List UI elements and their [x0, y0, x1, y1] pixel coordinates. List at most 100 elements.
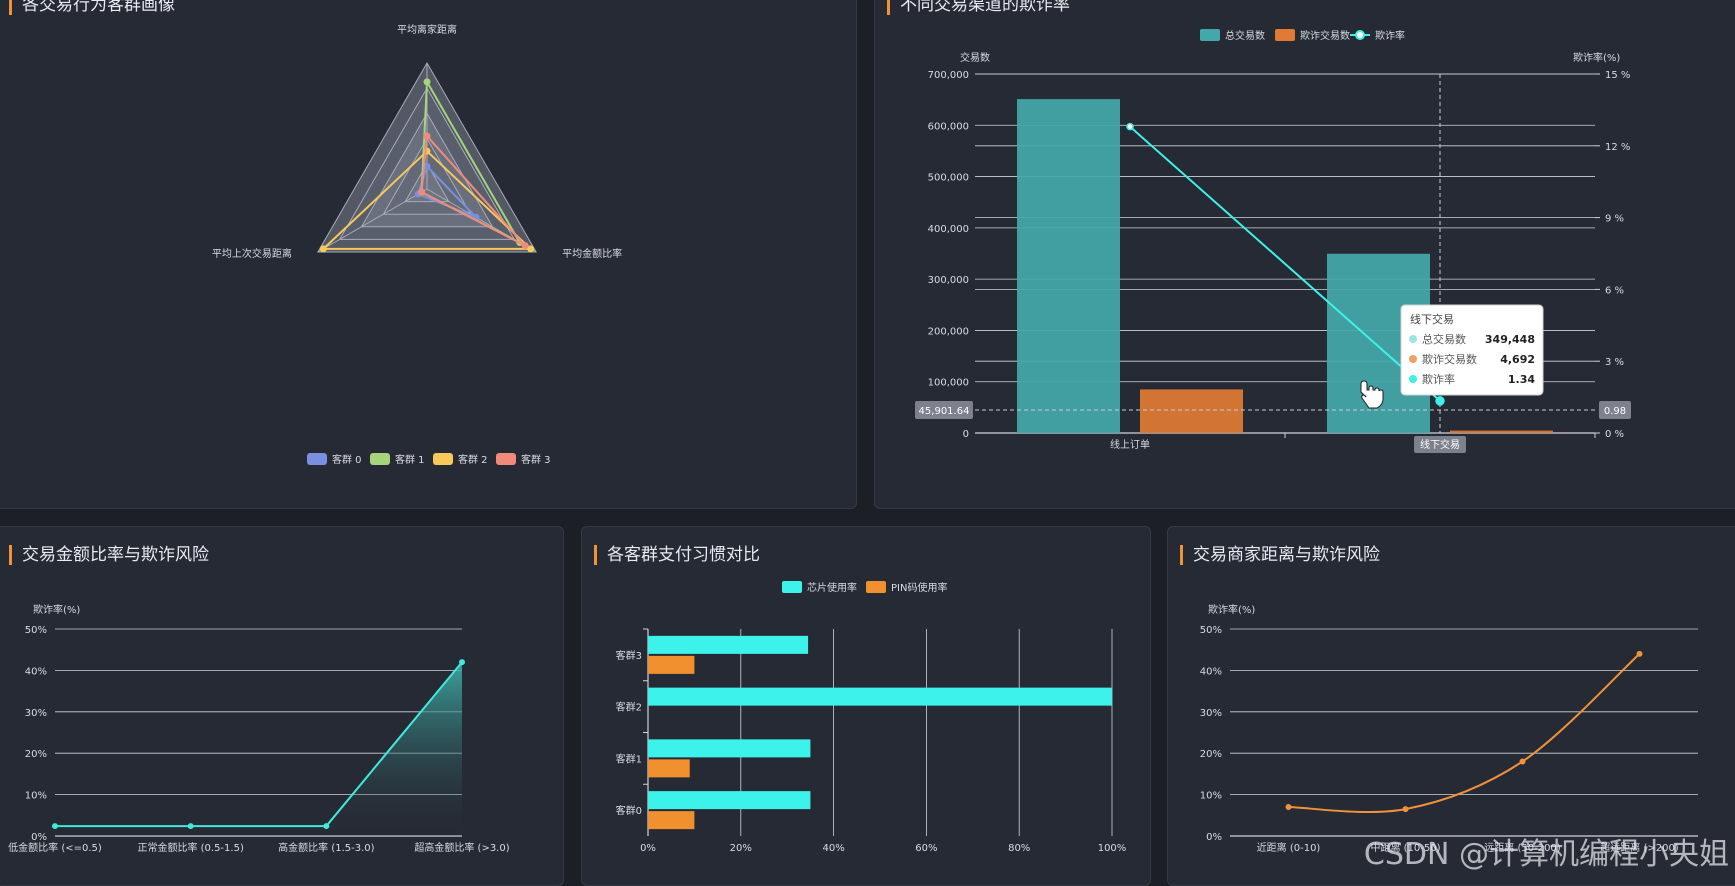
series-point: [1636, 650, 1643, 657]
tooltip-marker: [1409, 375, 1417, 383]
x-tick-label: 线下交易: [1420, 438, 1460, 451]
y-right-tick-label: 6 %: [1605, 285, 1624, 296]
y-left-tick-label: 700,000: [928, 70, 969, 81]
tooltip-marker: [1409, 355, 1417, 363]
radar-axis: [317, 188, 428, 253]
axis-pointer-left-value: 45,901.64: [919, 406, 970, 417]
y-tick-label: 50%: [25, 625, 47, 636]
tooltip-marker: [1409, 335, 1417, 343]
bar: [648, 655, 695, 674]
fraud-rate-point: [1435, 396, 1445, 406]
radar-series-line: [420, 133, 526, 247]
bar: [648, 759, 690, 778]
legend-swatch: [1200, 29, 1220, 41]
distance-chart: 欺诈率(%) 0% 10% 20% 30% 40% 50% 近距离 (0-10) 中距离 (10…: [1200, 603, 1698, 854]
legend-label: 客群 2: [458, 453, 488, 466]
x-tick-label: 超远距离 (>200): [1600, 841, 1679, 854]
radar-indicator-label: 平均上次交易距离: [212, 247, 292, 260]
y-right-axis-title: 欺诈率(%): [1573, 51, 1620, 64]
y-left-axis-title: 交易数: [960, 51, 990, 64]
fraud-rate-line: [1129, 125, 1441, 402]
tooltip-row-label: 欺诈率: [1422, 372, 1455, 386]
legend-swatch: [433, 453, 453, 465]
legend-swatch: [370, 453, 390, 465]
y-tick-label: 客群1: [616, 752, 642, 765]
y-right-tick-label: 0 %: [1605, 429, 1624, 440]
y-tick-label: 客群0: [616, 804, 642, 817]
payment-panel: 各客群支付习惯对比 芯片使用率 PIN码使用率 0% 20% 40% 60% 80% 100%…: [581, 526, 1151, 886]
legend-label: 客群 0: [332, 453, 362, 466]
radar-point: [423, 162, 431, 170]
x-tick-label: 高金额比率 (1.5-3.0): [278, 841, 374, 854]
radar-point: [423, 78, 431, 86]
series-point: [1519, 758, 1526, 765]
panel-title: 交易金额比率与欺诈风险: [9, 545, 209, 565]
y-tick-label: 10%: [1200, 791, 1222, 802]
bar: [648, 791, 811, 810]
legend-label: 总交易数: [1225, 29, 1265, 42]
bar: [648, 635, 809, 654]
y-right-tick-label: 3 %: [1605, 357, 1624, 368]
y-tick-label: 30%: [25, 708, 47, 719]
tooltip-row-value: 1.34: [1508, 373, 1535, 386]
axis-pointer-left-badge: [915, 401, 973, 419]
x-tick-label: 40%: [822, 843, 844, 854]
x-tick-label: 0%: [640, 843, 656, 854]
y-tick-label: 40%: [1200, 666, 1222, 677]
y-left-tick-label: 500,000: [928, 173, 969, 184]
y-left-tick-label: 0: [963, 429, 969, 440]
tooltip-row-label: 欺诈交易数: [1422, 352, 1477, 366]
bar: [648, 739, 811, 758]
y-tick-label: 30%: [1200, 708, 1222, 719]
y-tick-label: 0%: [31, 832, 47, 843]
radar-indicator-label: 平均离家距离: [397, 23, 457, 36]
y-tick-label: 20%: [25, 749, 47, 760]
series-point: [187, 823, 194, 830]
series-point: [52, 823, 58, 830]
legend-swatch: [782, 581, 802, 593]
axis-pointer-x-badge: [1414, 436, 1466, 453]
legend-marker: [1355, 30, 1365, 40]
radar-point: [319, 245, 327, 253]
legend-swatch: [866, 581, 886, 593]
series-point: [1285, 804, 1292, 811]
channel-panel: 不同交易渠道的欺诈率 0 100,000 200,000 300,000 400,000…: [874, 0, 1735, 509]
fraud-rate-point: [1126, 122, 1134, 131]
bar: [1140, 389, 1243, 433]
x-tick-label: 线上订单: [1110, 438, 1150, 451]
bar: [648, 811, 695, 830]
series-line: [1288, 653, 1641, 814]
bar: [1450, 430, 1553, 433]
x-tick-label: 低金额比率 (<=0.5): [8, 841, 102, 854]
radar-point: [521, 242, 529, 250]
axis-pointer-right-badge: [1599, 401, 1631, 419]
y-right-tick-label: 12 %: [1605, 142, 1630, 153]
y-tick-label: 50%: [1200, 625, 1222, 636]
y-axis-title: 欺诈率(%): [33, 603, 80, 616]
legend-label: 客群 1: [395, 453, 425, 466]
y-left-tick-label: 100,000: [928, 378, 969, 389]
series-point: [459, 659, 465, 666]
legend-label: 客群 3: [521, 453, 551, 466]
y-left-tick-label: 600,000: [928, 121, 969, 132]
y-right-tick-label: 9 %: [1605, 214, 1624, 225]
x-tick-label: 近距离 (0-10): [1257, 841, 1321, 854]
x-tick-label: 80%: [1008, 843, 1030, 854]
ratio-panel: 交易金额比率与欺诈风险 欺诈率(%) 0% 10% 20% 30% 40% 50% 低金额比率…: [0, 526, 564, 886]
panel-title: 各交易行为客群画像: [9, 0, 175, 15]
x-tick-label: 远距离 (50-200): [1484, 841, 1561, 854]
ratio-chart: 欺诈率(%) 0% 10% 20% 30% 40% 50% 低金额比率 (<=0.5) 正常金额…: [8, 603, 510, 854]
channel-chart: 0 100,000 200,000 300,000 400,000 500,000 600,…: [915, 29, 1631, 453]
y-tick-label: 20%: [1200, 749, 1222, 760]
radar-point: [418, 188, 426, 196]
y-left-tick-label: 400,000: [928, 224, 969, 235]
radar-indicator-label: 平均金额比率: [562, 247, 622, 260]
distance-panel: 交易商家距离与欺诈风险 欺诈率(%) 0% 10% 20% 30% 40% 50% 近距离 (…: [1167, 526, 1735, 886]
y-left-tick-label: 300,000: [928, 275, 969, 286]
watermark: CSDN @计算机编程小央姐: [1363, 837, 1729, 872]
series-point: [323, 823, 330, 830]
axis-pointer-right-value: 0.98: [1604, 406, 1626, 417]
tooltip-box: [1400, 304, 1544, 396]
payment-chart: 芯片使用率 PIN码使用率 0% 20% 40% 60% 80% 100% 客群3 客群2 客群1 客…: [616, 581, 1126, 854]
